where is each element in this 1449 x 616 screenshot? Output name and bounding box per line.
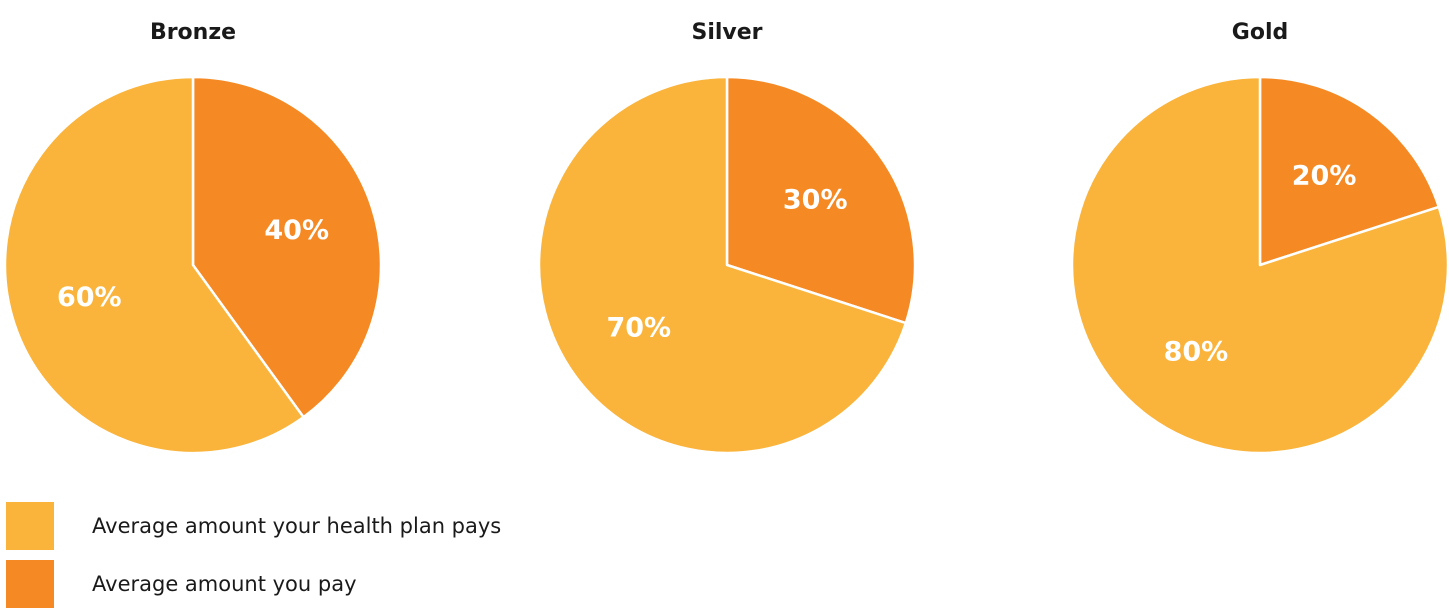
legend: Average amount your health plan pays Ave… [6, 500, 501, 616]
pie-slice-silver-0 [725, 75, 917, 325]
pie-slice-gold-1 [1070, 75, 1449, 455]
pie-title-bronze: Bronze [150, 20, 236, 45]
legend-label-plan-pays: Average amount your health plan pays [92, 514, 502, 538]
pie-silver: Silver 30% 70% [537, 20, 917, 455]
legend-label-you-pay: Average amount you pay [92, 572, 357, 596]
legend-item-you-pay: Average amount you pay [6, 558, 501, 610]
pie-slice-bronze-1 [3, 75, 305, 455]
legend-swatch-plan-pays [6, 502, 54, 550]
pie-slice-bronze-0 [191, 75, 383, 419]
pie-label-gold-1: 80% [1164, 337, 1229, 368]
pie-gold: Gold 20% 80% [1070, 20, 1449, 455]
legend-item-plan-pays: Average amount your health plan pays [6, 500, 501, 552]
pie-label-gold-0: 20% [1292, 160, 1357, 191]
pie-slice-silver-1 [537, 75, 908, 455]
pie-bronze: Bronze 40% 60% [3, 20, 383, 455]
pie-label-bronze-0: 40% [264, 215, 329, 246]
pie-label-silver-1: 70% [606, 313, 671, 344]
pie-title-gold: Gold [1232, 20, 1288, 45]
pie-slice-gold-0 [1258, 75, 1441, 267]
pie-label-silver-0: 30% [783, 184, 848, 215]
pie-charts: Bronze 40% 60% Silver 30% 70% Gold 20% 80% [3, 20, 1449, 455]
pie-title-silver: Silver [691, 20, 762, 45]
pie-label-bronze-1: 60% [57, 282, 122, 313]
legend-swatch-you-pay [6, 560, 54, 608]
